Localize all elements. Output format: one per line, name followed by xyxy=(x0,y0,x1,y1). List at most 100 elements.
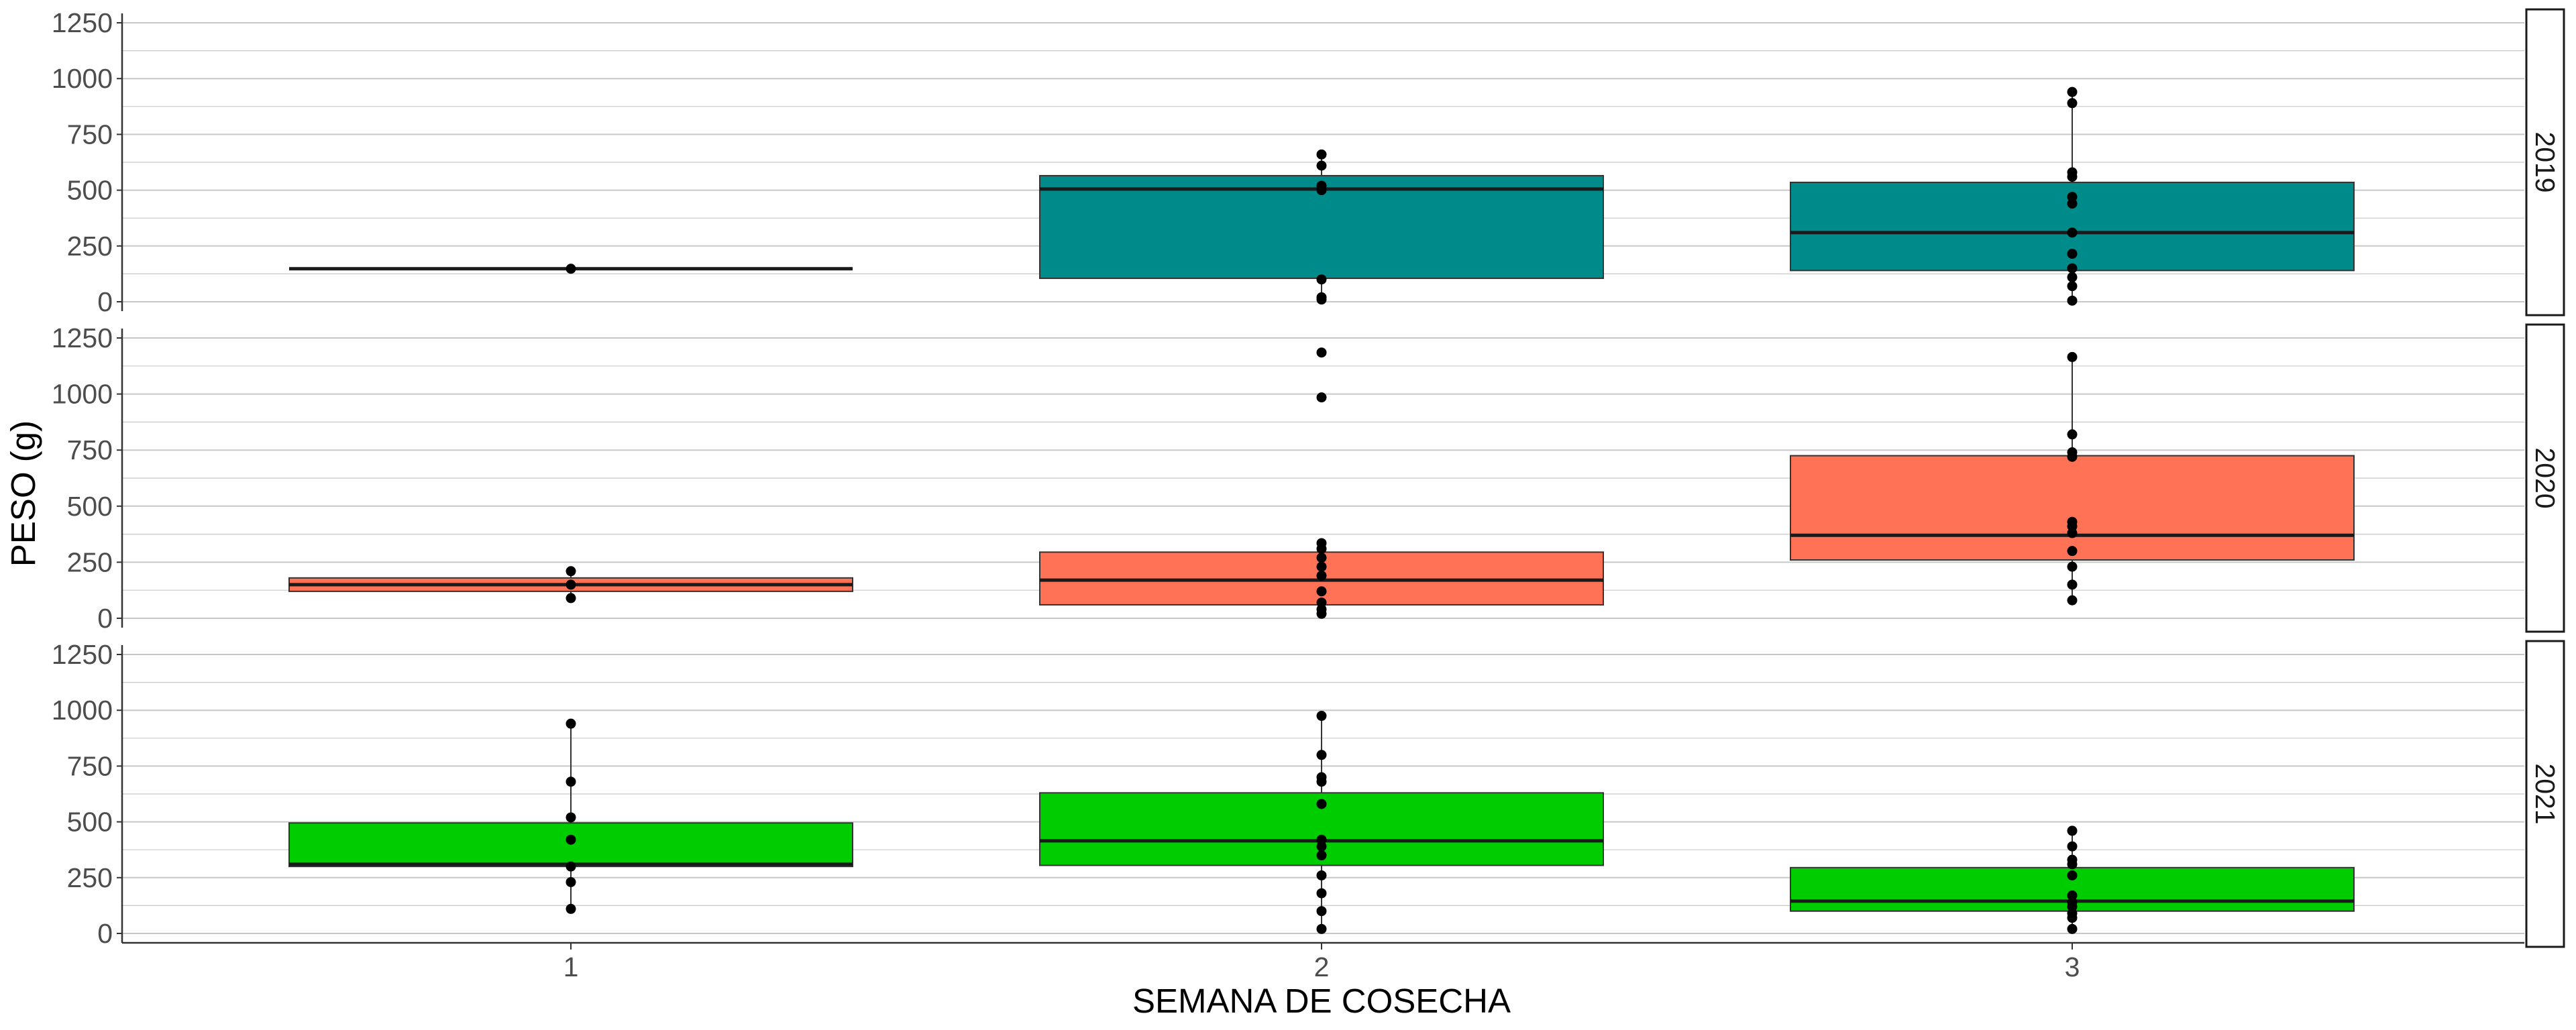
data-point xyxy=(2067,546,2078,557)
data-point xyxy=(566,264,576,274)
y-tick-label: 500 xyxy=(67,491,113,522)
data-point xyxy=(1316,586,1327,597)
facet-strip-label: 2020 xyxy=(2530,447,2561,508)
y-tick-label: 1250 xyxy=(52,639,113,670)
box-2020-week-2 xyxy=(1039,347,1604,619)
data-point xyxy=(566,812,576,823)
x-tick-label: 1 xyxy=(564,952,579,982)
y-tick-label: 1250 xyxy=(52,323,113,353)
data-point xyxy=(2067,841,2078,852)
x-tick-label: 2 xyxy=(1314,952,1330,982)
y-tick-label: 0 xyxy=(97,603,113,634)
facet-panel-2021: 0 250 500 750 1000 1250 2021 xyxy=(52,639,2565,949)
y-tick-label: 500 xyxy=(67,807,113,838)
y-axis-title: PESO (g) xyxy=(4,420,42,567)
data-point xyxy=(566,593,576,604)
data-point xyxy=(566,579,576,590)
data-point xyxy=(1316,799,1327,809)
data-point xyxy=(1316,711,1327,722)
data-point xyxy=(2067,447,2078,458)
data-point xyxy=(2067,351,2078,362)
y-tick-label: 1000 xyxy=(52,63,113,94)
data-point xyxy=(2067,295,2078,306)
data-point xyxy=(1316,274,1327,285)
data-point xyxy=(2067,192,2078,203)
data-point xyxy=(1316,392,1327,403)
data-point xyxy=(566,834,576,845)
facet-panel-2019: 0 250 500 750 1000 1250 2019 xyxy=(52,7,2565,317)
facet-strip-label: 2021 xyxy=(2530,763,2561,824)
data-point xyxy=(2067,870,2078,880)
box-iqr xyxy=(1039,174,1604,280)
y-tick-label: 750 xyxy=(67,435,113,465)
data-point xyxy=(2067,890,2078,901)
data-point xyxy=(1316,553,1327,563)
box-2020-week-1 xyxy=(288,566,853,604)
y-tick-label: 500 xyxy=(67,175,113,206)
y-tick-label: 0 xyxy=(97,286,113,317)
data-point xyxy=(2067,825,2078,836)
data-point xyxy=(2067,272,2078,282)
facet-strip-box xyxy=(2525,323,2565,633)
y-tick-label: 1250 xyxy=(52,7,113,38)
data-point xyxy=(2067,561,2078,572)
data-point xyxy=(1316,292,1327,302)
data-point xyxy=(2067,854,2078,865)
x-tick-label: 3 xyxy=(2065,952,2080,982)
data-point xyxy=(2067,516,2078,527)
data-point xyxy=(1316,870,1327,880)
box-2019-week-2 xyxy=(1039,149,1604,305)
y-tick-label: 750 xyxy=(67,119,113,150)
data-point xyxy=(1316,538,1327,549)
box-2021-week-1 xyxy=(288,718,853,914)
data-point xyxy=(1316,850,1327,861)
data-point xyxy=(1316,923,1327,934)
box-2020-week-3 xyxy=(1790,351,2355,606)
data-point xyxy=(2067,579,2078,590)
data-point xyxy=(566,861,576,872)
box-2019-week-1 xyxy=(289,264,853,274)
y-tick-label: 0 xyxy=(97,918,113,949)
data-point xyxy=(2067,248,2078,259)
data-point xyxy=(2067,263,2078,274)
data-point xyxy=(2067,227,2078,238)
y-tick-label: 1000 xyxy=(52,695,113,726)
data-point xyxy=(1316,597,1327,608)
data-point xyxy=(1316,180,1327,191)
panels-layer: 0 250 500 750 1000 1250 2019 0 250 500 750 1000 1250… xyxy=(52,7,2565,949)
data-point xyxy=(1316,149,1327,160)
data-point xyxy=(1316,347,1327,358)
data-point xyxy=(1316,160,1327,171)
facet-strip-label: 2019 xyxy=(2530,131,2561,192)
box-2021-week-2 xyxy=(1039,711,1604,934)
data-point xyxy=(1316,906,1327,917)
data-point xyxy=(2067,167,2078,178)
facet-panel-2020: 0 250 500 750 1000 1250 2020 xyxy=(52,323,2565,634)
data-point xyxy=(1316,570,1327,581)
y-tick-label: 750 xyxy=(67,750,113,781)
data-point xyxy=(2067,595,2078,606)
facet-strip-box xyxy=(2525,8,2565,317)
data-point xyxy=(1316,772,1327,783)
y-tick-label: 1000 xyxy=(52,379,113,410)
data-point xyxy=(2067,87,2078,97)
box-2021-week-3 xyxy=(1790,825,2355,934)
x-axis: 1 2 3 xyxy=(122,941,2524,982)
y-tick-label: 250 xyxy=(67,231,113,262)
data-point xyxy=(2067,281,2078,292)
data-point xyxy=(1316,834,1327,845)
data-point xyxy=(566,566,576,577)
box-2019-week-3 xyxy=(1790,87,2355,306)
data-point xyxy=(566,718,576,729)
data-point xyxy=(2067,98,2078,109)
facet-strip-box xyxy=(2525,640,2565,948)
x-axis-title: SEMANA DE COSECHA xyxy=(1132,982,1511,1020)
data-point xyxy=(1316,888,1327,899)
y-tick-label: 250 xyxy=(67,862,113,893)
box-iqr xyxy=(1790,455,2355,561)
data-point xyxy=(2067,429,2078,440)
data-point xyxy=(1316,561,1327,572)
data-point xyxy=(566,777,576,787)
data-point xyxy=(2067,923,2078,934)
